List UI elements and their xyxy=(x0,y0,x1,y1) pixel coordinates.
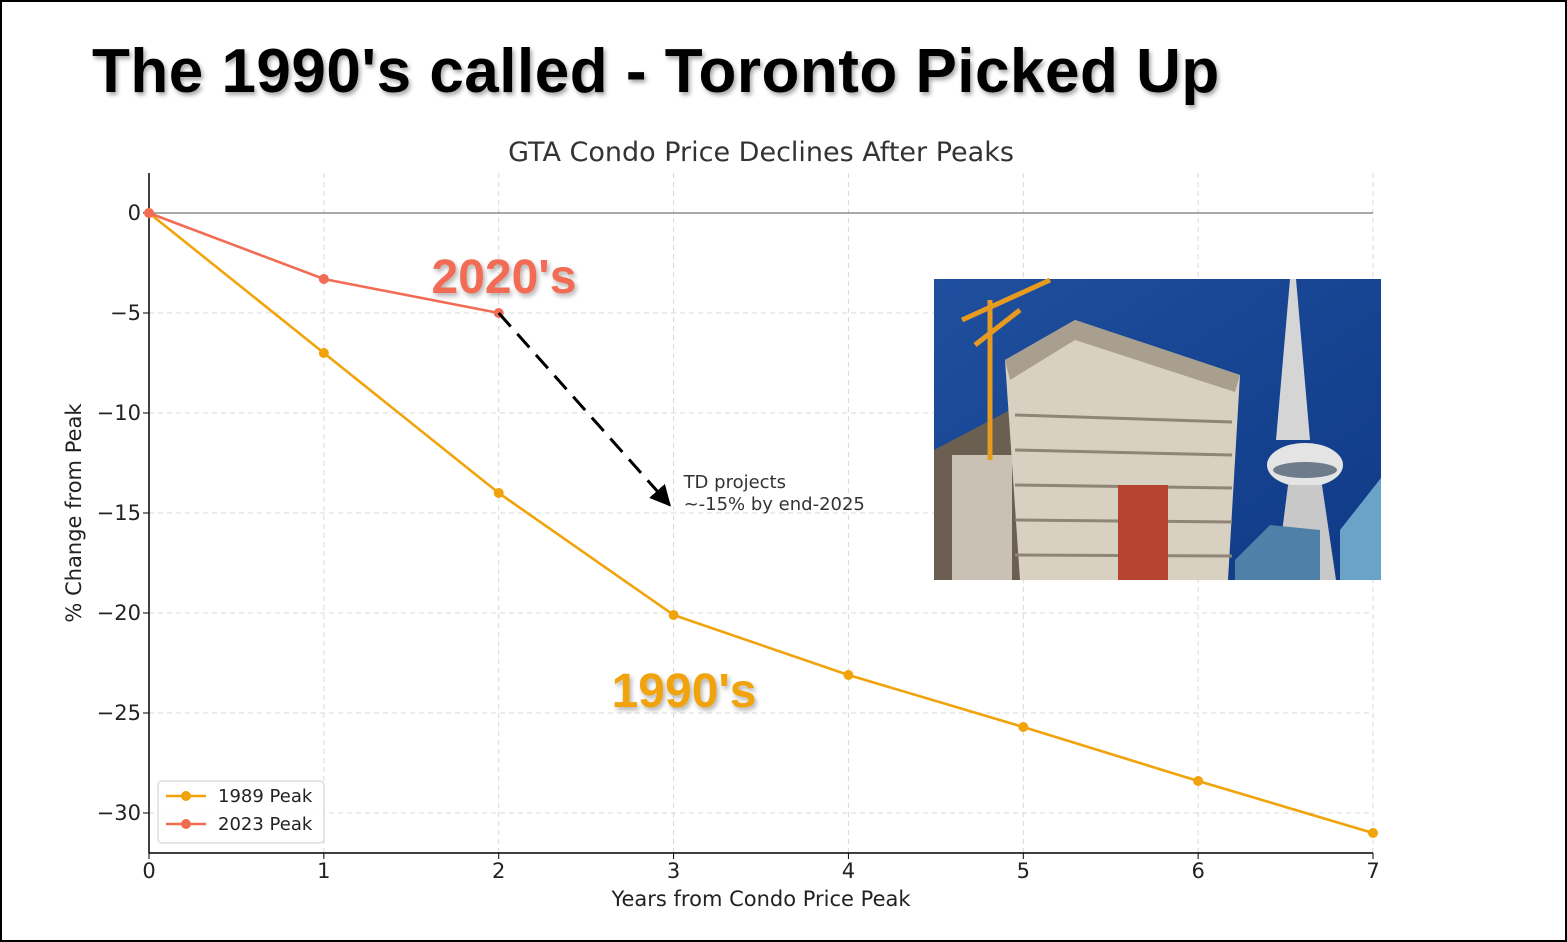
data-point xyxy=(1193,776,1204,786)
data-point xyxy=(668,610,679,620)
chart-title: GTA Condo Price Declines After Peaks xyxy=(508,137,1014,168)
series-layer xyxy=(144,208,1378,838)
projection-arrow xyxy=(497,312,671,507)
annotation-text: TD projects xyxy=(683,472,786,493)
inset-photo xyxy=(934,277,1381,580)
y-tick-label: −15 xyxy=(97,501,141,525)
data-point xyxy=(318,274,329,284)
tick-labels: 0 1 2 3 4 5 6 7 0 −5 −10 −15 −20 −25 −30 xyxy=(97,201,1380,883)
x-tick-label: 7 xyxy=(1366,859,1379,883)
series-line-0 xyxy=(148,211,1374,835)
legend-swatch-marker xyxy=(181,819,191,829)
y-tick-label: −25 xyxy=(97,701,141,725)
x-tick-label: 1 xyxy=(317,859,330,883)
x-tick-label: 5 xyxy=(1017,859,1030,883)
data-point xyxy=(144,208,154,218)
x-tick-label: 4 xyxy=(842,859,855,883)
annotation-layer: 2020's 1990's TD projects~-15% by end-2025 xyxy=(432,251,865,718)
data-point xyxy=(318,348,329,358)
legend-swatch-marker xyxy=(181,791,191,801)
axes xyxy=(143,173,1374,859)
data-point xyxy=(843,670,854,680)
y-axis-label: % Change from Peak xyxy=(62,403,86,623)
x-tick-label: 3 xyxy=(667,859,680,883)
data-point xyxy=(493,488,504,498)
series-label: 2020's xyxy=(432,251,577,304)
legend-label: 1989 Peak xyxy=(218,786,313,807)
y-tick-label: −30 xyxy=(97,801,141,825)
annotation-text: ~-15% by end-2025 xyxy=(684,494,865,515)
y-tick-label: −5 xyxy=(110,301,141,325)
data-point xyxy=(1018,722,1029,732)
x-tick-label: 2 xyxy=(492,859,505,883)
series-label: 1990's xyxy=(612,665,757,718)
data-point xyxy=(1368,828,1378,838)
x-tick-label: 0 xyxy=(142,859,155,883)
y-tick-label: −20 xyxy=(97,601,141,625)
headline: The 1990's called - Toronto Picked Up xyxy=(92,37,1220,106)
x-tick-label: 6 xyxy=(1191,859,1204,883)
y-tick-label: −10 xyxy=(97,401,141,425)
legend: 1989 Peak 2023 Peak xyxy=(157,780,325,844)
x-axis-label: Years from Condo Price Peak xyxy=(610,887,911,911)
y-tick-label: 0 xyxy=(128,201,141,225)
legend-label: 2023 Peak xyxy=(218,814,313,835)
